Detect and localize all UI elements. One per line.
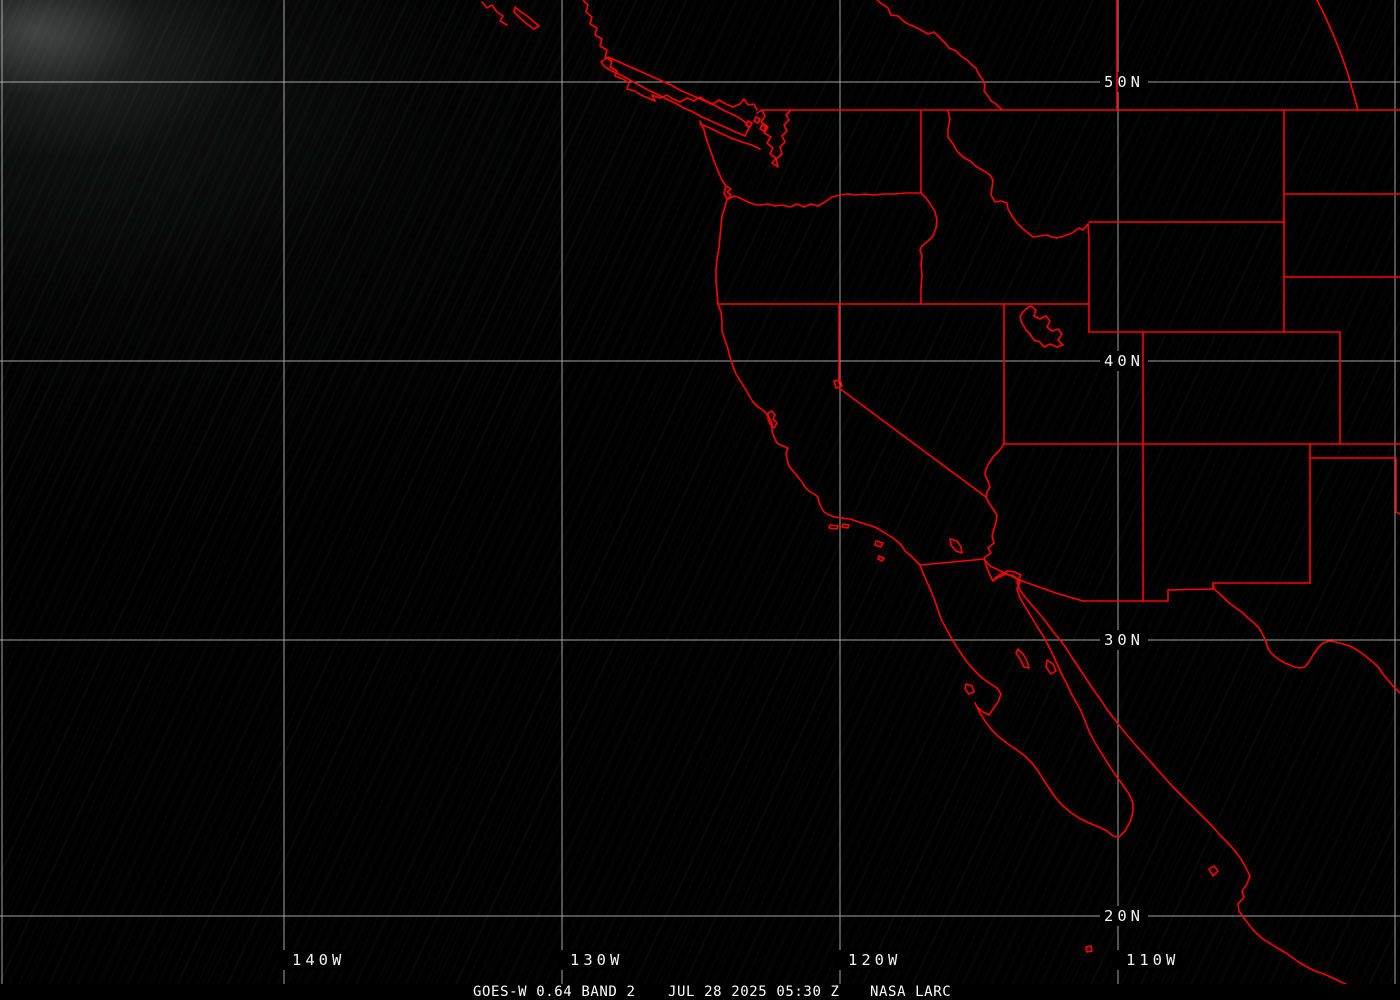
lat-label-50n: 50N (1100, 72, 1148, 92)
bc-alberta-divide (876, 0, 1003, 111)
lon-label-130w: 130W (556, 950, 628, 970)
lon-label-140w: 140W (278, 950, 350, 970)
puget-sound (760, 109, 791, 168)
bc-coastline (582, 0, 758, 111)
small-island-near-110w (1085, 945, 1093, 953)
islas-marias (1208, 865, 1219, 877)
lat-label-30n: 30N (1100, 630, 1148, 650)
idaho-montana-divide (947, 110, 1089, 239)
isla-angel-de-la-guarda (1015, 648, 1030, 669)
lat-label-20n: 20N (1100, 906, 1148, 926)
baja-california-west-coast (919, 564, 1134, 838)
lat-label-40n: 40N (1100, 351, 1148, 371)
columbia-river-wa-or-border (725, 185, 922, 208)
channel-islands (828, 523, 885, 562)
great-salt-lake (1019, 305, 1064, 348)
lon-label-120w: 120W (834, 950, 906, 970)
upper-right-river (1316, 0, 1359, 111)
idaho-wyoming-utah-border (1087, 223, 1090, 333)
oregon-coast (715, 185, 728, 305)
sonora-sinaloa-coast (994, 570, 1348, 984)
colorado-river-borders (983, 443, 1005, 560)
bc-archipelago-islands (481, 1, 508, 26)
washington-coast (699, 120, 727, 187)
rio-grande (1212, 582, 1400, 694)
lake-tahoe (833, 379, 843, 389)
baja-california-gulf-coast (984, 560, 1134, 804)
bc-archipelago-islands-2 (513, 6, 540, 30)
isla-tiburon (1045, 659, 1057, 675)
us-canada-border (756, 109, 1400, 114)
us-mexico-border-arizona (983, 558, 1214, 602)
caption-credit: NASA LARC (870, 984, 952, 1000)
cedros-island (964, 683, 975, 695)
san-juan-gulf-islands (745, 116, 767, 132)
california-coast (717, 303, 921, 566)
vancouver-island (600, 56, 750, 137)
caption-product: GOES-W 0.64 BAND 2 (473, 984, 636, 1000)
us-mexico-border-california (919, 558, 985, 566)
caption-bar: GOES-W 0.64 BAND 2 JUL 28 2025 05:30 Z N… (0, 984, 1400, 1000)
strait-juan-de-fuca-shore (699, 123, 761, 150)
lon-label-110w: 110W (1112, 950, 1184, 970)
oklahoma-texas-border (1309, 457, 1400, 515)
san-francisco-bay (767, 410, 778, 429)
oregon-idaho-border (919, 192, 938, 305)
california-nevada-diagonal-border (838, 387, 987, 498)
salton-sea (949, 538, 963, 554)
caption-timestamp: JUL 28 2025 05:30 Z (668, 984, 840, 1000)
